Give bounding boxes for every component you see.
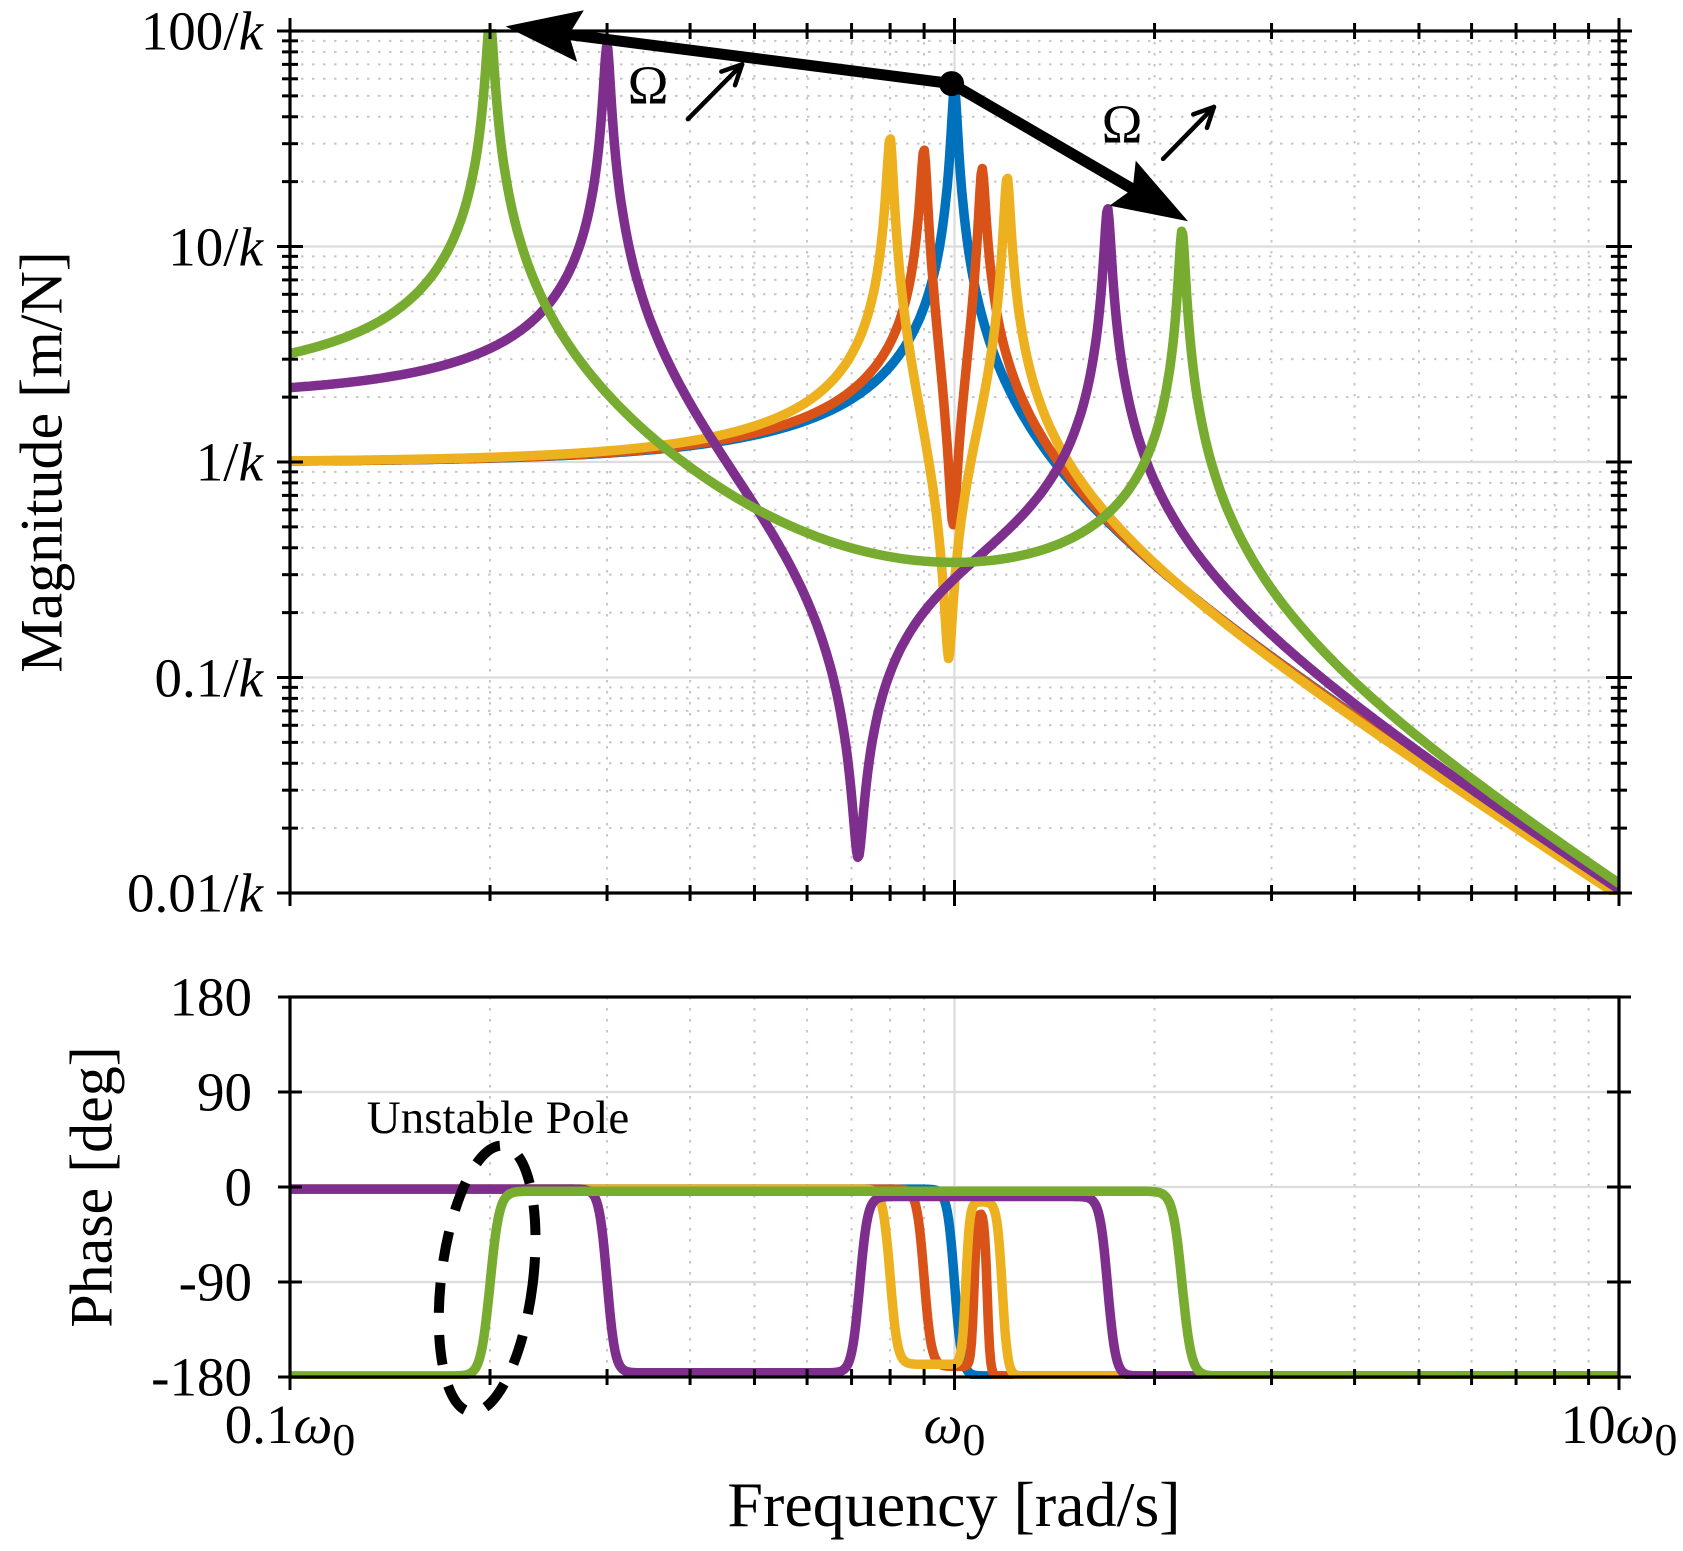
magnitude-curves [290, 29, 1619, 895]
spin-speed-omega-label-left: Ω [627, 54, 669, 116]
speed-arrow-shaft-0 [568, 29, 953, 90]
omega-increase-arrow-0 [685, 62, 745, 122]
omega-increase-arrow-1 [1160, 104, 1217, 162]
xtick-ω0: ω0 [923, 1394, 986, 1465]
speed-arrow-head-1 [1109, 160, 1189, 222]
magnitude-ytick-100/k: 100/k [140, 0, 263, 62]
phase-axis-label: Phase [deg] [58, 1046, 125, 1328]
spin-speed-omega-label-right: Ω [1101, 93, 1143, 155]
xtick-0.1ω0: 0.1ω0 [224, 1394, 356, 1465]
speed-arrow-shaft-1 [948, 78, 1136, 194]
magnitude-curve-spin-speed-3 [290, 41, 1619, 895]
xtick-10ω0: 10ω0 [1560, 1394, 1678, 1465]
magnitude-axis-label: Magnitude [m/N] [8, 251, 75, 673]
annotations [433, 10, 1217, 1418]
magnitude-ytick-0.1/k: 0.1/k [154, 647, 263, 708]
speed-arrow-head-0 [505, 10, 584, 62]
operating-point-dot [939, 71, 965, 97]
unstable-pole-annotation-label: Unstable Pole [366, 1092, 630, 1144]
phase-ytick--180: -180 [151, 1346, 252, 1408]
magnitude-curve-spin-speed-4 [290, 29, 1619, 889]
magnitude-gridlines [290, 31, 1619, 893]
phase-ytick-180: 180 [169, 966, 253, 1028]
magnitude-ytick-10/k: 10/k [168, 216, 263, 277]
frequency-axis-label: Frequency [rad/s] [727, 1469, 1181, 1540]
phase-ytick-0: 0 [224, 1156, 253, 1218]
magnitude-axes [277, 18, 1632, 906]
magnitude-ytick-1/k: 1/k [195, 431, 263, 493]
phase-axes [278, 995, 1631, 1390]
phase-ytick--90: -90 [178, 1251, 252, 1313]
magnitude-ytick-0.01/k: 0.01/k [127, 862, 263, 924]
unstable-pole-ellipse [433, 1140, 541, 1418]
phase-ytick-90: 90 [197, 1061, 252, 1123]
